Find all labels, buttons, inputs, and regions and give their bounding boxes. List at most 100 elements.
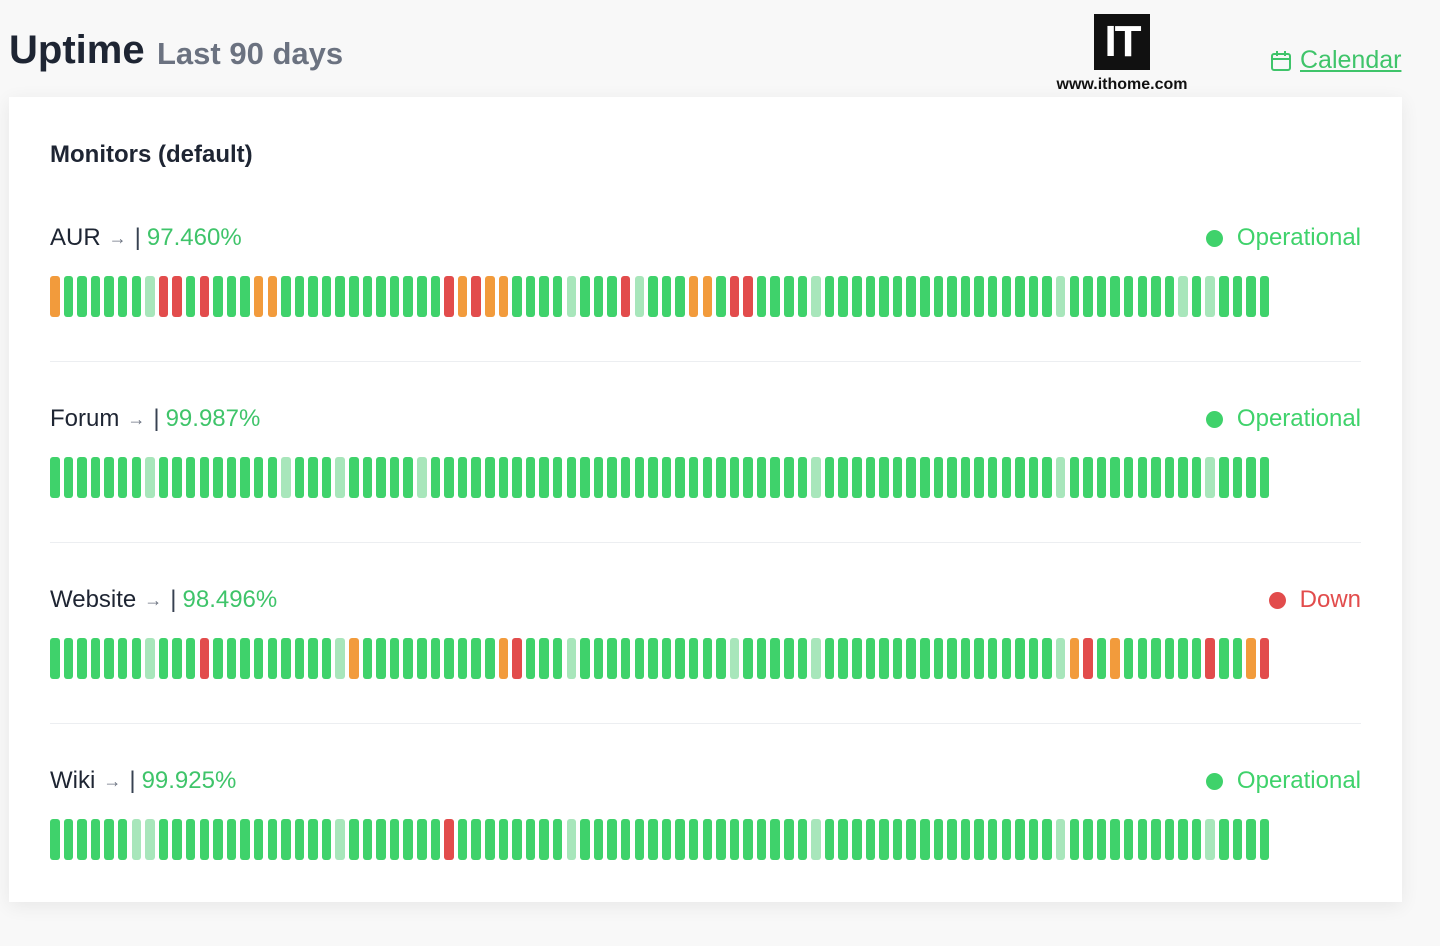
uptime-bar[interactable] xyxy=(811,457,821,498)
uptime-bar[interactable] xyxy=(240,276,250,317)
uptime-bar[interactable] xyxy=(675,276,685,317)
uptime-bar[interactable] xyxy=(906,457,916,498)
uptime-bar[interactable] xyxy=(444,638,454,679)
uptime-bar[interactable] xyxy=(1028,276,1039,317)
uptime-bar[interactable] xyxy=(824,638,835,679)
uptime-bar[interactable] xyxy=(253,276,264,317)
uptime-bar[interactable] xyxy=(1137,819,1147,860)
uptime-bar[interactable] xyxy=(1001,276,1012,317)
uptime-bar[interactable] xyxy=(824,819,835,860)
uptime-bar[interactable] xyxy=(362,819,373,860)
uptime-bar[interactable] xyxy=(389,457,400,498)
uptime-bar[interactable] xyxy=(376,638,386,679)
uptime-bar[interactable] xyxy=(185,276,196,317)
uptime-bar[interactable] xyxy=(797,819,808,860)
uptime-bar[interactable] xyxy=(580,457,590,498)
uptime-bar[interactable] xyxy=(593,638,604,679)
uptime-bar[interactable] xyxy=(770,819,780,860)
uptime-bar[interactable] xyxy=(1205,638,1215,679)
uptime-bar[interactable] xyxy=(620,638,631,679)
uptime-bar[interactable] xyxy=(172,457,182,498)
uptime-bar[interactable] xyxy=(675,819,685,860)
uptime-bar[interactable] xyxy=(362,457,373,498)
uptime-bar[interactable] xyxy=(1205,819,1215,860)
uptime-bar[interactable] xyxy=(634,819,645,860)
uptime-bar[interactable] xyxy=(960,276,971,317)
uptime-bar[interactable] xyxy=(770,457,780,498)
uptime-bar[interactable] xyxy=(1042,276,1052,317)
uptime-bar[interactable] xyxy=(1246,457,1256,498)
uptime-bar[interactable] xyxy=(253,819,264,860)
uptime-bar[interactable] xyxy=(974,638,984,679)
uptime-bar[interactable] xyxy=(1205,457,1215,498)
uptime-bar[interactable] xyxy=(430,276,441,317)
uptime-bar[interactable] xyxy=(1096,276,1107,317)
uptime-bar[interactable] xyxy=(716,819,726,860)
uptime-bar[interactable] xyxy=(117,819,128,860)
uptime-bar[interactable] xyxy=(444,819,454,860)
uptime-bar[interactable] xyxy=(90,819,101,860)
uptime-bar[interactable] xyxy=(811,638,821,679)
uptime-bar[interactable] xyxy=(1219,457,1229,498)
uptime-bar[interactable] xyxy=(607,276,617,317)
uptime-bar[interactable] xyxy=(281,457,291,498)
uptime-bar[interactable] xyxy=(1232,638,1243,679)
uptime-bar[interactable] xyxy=(1246,276,1256,317)
uptime-bar[interactable] xyxy=(947,819,957,860)
uptime-bar[interactable] xyxy=(756,819,767,860)
uptime-bar[interactable] xyxy=(104,638,114,679)
uptime-bar[interactable] xyxy=(852,819,862,860)
uptime-bar[interactable] xyxy=(226,819,237,860)
uptime-bar[interactable] xyxy=(1232,819,1243,860)
uptime-bar[interactable] xyxy=(743,819,753,860)
uptime-bar[interactable] xyxy=(987,276,998,317)
uptime-bar[interactable] xyxy=(498,457,509,498)
uptime-bar[interactable] xyxy=(389,819,400,860)
uptime-bar[interactable] xyxy=(974,276,984,317)
uptime-bar[interactable] xyxy=(376,457,386,498)
uptime-bar[interactable] xyxy=(294,819,305,860)
uptime-bar[interactable] xyxy=(1083,457,1093,498)
uptime-bar[interactable] xyxy=(226,276,237,317)
uptime-bar[interactable] xyxy=(947,457,957,498)
uptime-bar[interactable] xyxy=(539,457,549,498)
uptime-bar[interactable] xyxy=(403,276,413,317)
uptime-bar[interactable] xyxy=(512,819,522,860)
uptime-bar[interactable] xyxy=(349,457,359,498)
uptime-bar[interactable] xyxy=(648,457,658,498)
uptime-bar[interactable] xyxy=(1191,276,1202,317)
uptime-bar[interactable] xyxy=(199,819,210,860)
uptime-bar[interactable] xyxy=(362,638,373,679)
uptime-bar[interactable] xyxy=(281,276,291,317)
uptime-bar[interactable] xyxy=(920,638,930,679)
uptime-bar[interactable] xyxy=(784,819,794,860)
uptime-bar[interactable] xyxy=(512,457,522,498)
uptime-bar[interactable] xyxy=(933,819,944,860)
uptime-bar[interactable] xyxy=(457,276,468,317)
uptime-bar[interactable] xyxy=(879,638,889,679)
uptime-bar[interactable] xyxy=(525,819,536,860)
uptime-bar[interactable] xyxy=(675,638,685,679)
uptime-bar[interactable] xyxy=(1178,638,1188,679)
uptime-bar[interactable] xyxy=(1055,276,1066,317)
uptime-bar[interactable] xyxy=(294,638,305,679)
uptime-bar[interactable] xyxy=(131,638,142,679)
uptime-bar[interactable] xyxy=(1055,457,1066,498)
uptime-bar[interactable] xyxy=(1191,819,1202,860)
uptime-bar[interactable] xyxy=(1151,819,1161,860)
uptime-bar[interactable] xyxy=(281,638,291,679)
uptime-bar[interactable] xyxy=(865,638,876,679)
uptime-bar[interactable] xyxy=(145,638,155,679)
uptime-bar[interactable] xyxy=(960,457,971,498)
uptime-bar[interactable] xyxy=(906,819,916,860)
uptime-bar[interactable] xyxy=(729,457,740,498)
uptime-bar[interactable] xyxy=(906,276,916,317)
uptime-bar[interactable] xyxy=(430,638,441,679)
uptime-bar[interactable] xyxy=(797,276,808,317)
uptime-bar[interactable] xyxy=(376,276,386,317)
uptime-bar[interactable] xyxy=(892,638,903,679)
uptime-bar[interactable] xyxy=(253,638,264,679)
uptime-bar[interactable] xyxy=(471,457,481,498)
uptime-bar[interactable] xyxy=(729,638,740,679)
uptime-bar[interactable] xyxy=(226,638,237,679)
